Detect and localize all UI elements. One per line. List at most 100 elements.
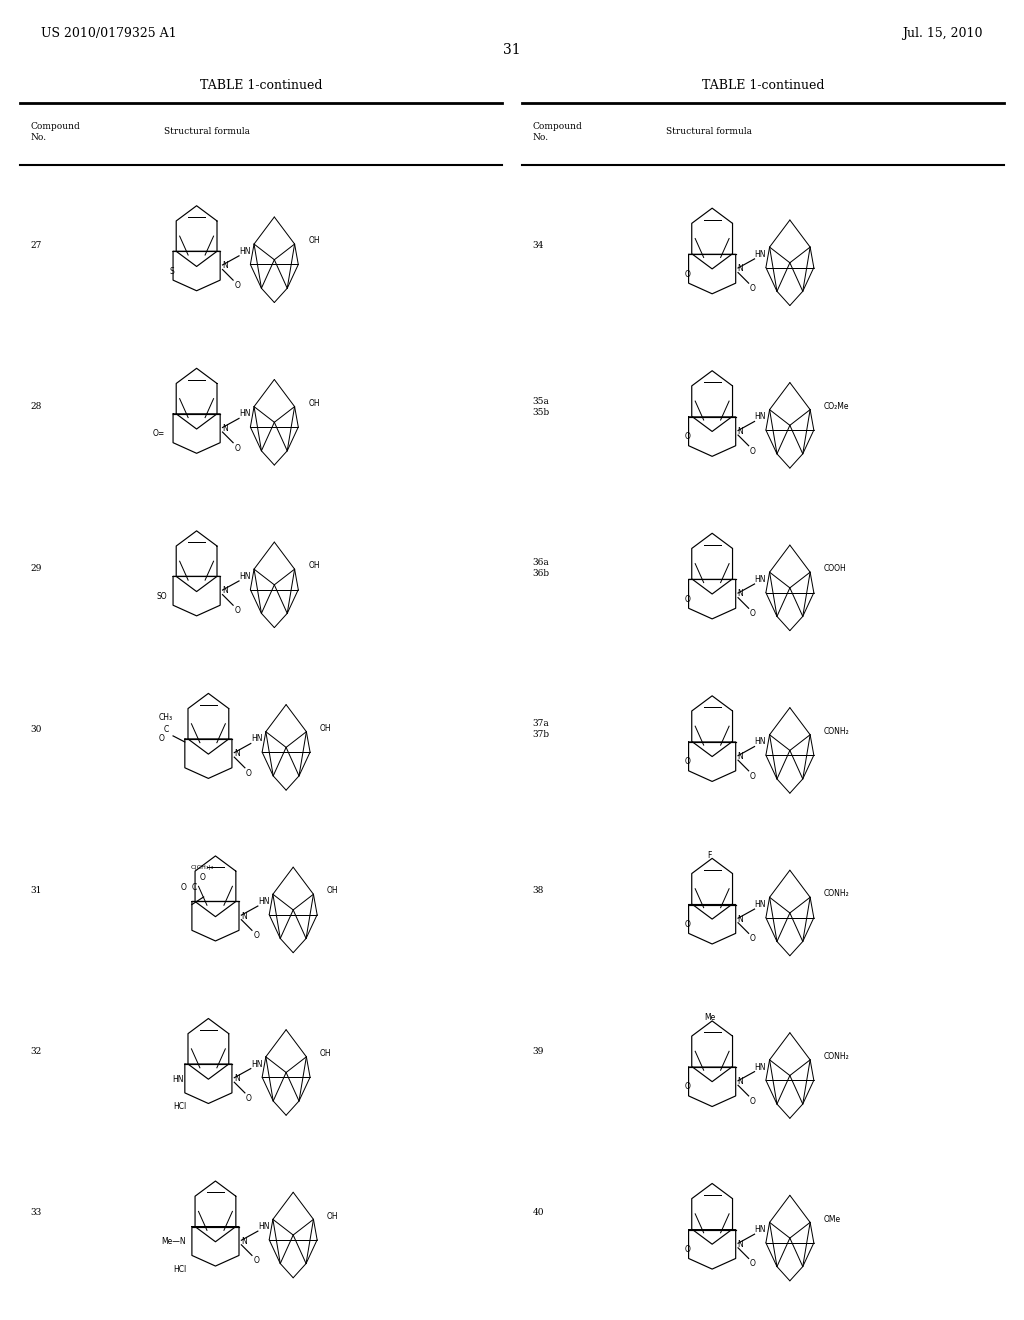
Text: HN: HN: [251, 734, 262, 743]
Text: HN: HN: [239, 247, 251, 256]
Text: OH: OH: [308, 399, 319, 408]
Text: OH: OH: [321, 723, 332, 733]
Text: N: N: [241, 1237, 247, 1246]
Text: HN: HN: [239, 572, 251, 581]
Text: N: N: [737, 1077, 743, 1086]
Text: O: O: [684, 1082, 690, 1092]
Text: N: N: [737, 590, 743, 598]
Text: F: F: [708, 851, 712, 859]
Text: N: N: [737, 752, 743, 762]
Text: 34: 34: [532, 242, 544, 249]
Text: O: O: [684, 269, 690, 279]
Text: N: N: [233, 1074, 240, 1084]
Text: N: N: [222, 424, 227, 433]
Text: Compound
No.: Compound No.: [31, 121, 81, 143]
Text: 33: 33: [31, 1209, 42, 1217]
Text: O: O: [246, 768, 252, 777]
Text: O: O: [684, 758, 690, 766]
Text: N: N: [737, 426, 743, 436]
Text: CONH₂: CONH₂: [823, 890, 850, 899]
Text: C(CH₃)₃: C(CH₃)₃: [190, 865, 214, 870]
Text: Structural formula: Structural formula: [666, 128, 752, 136]
Text: CH₃: CH₃: [159, 713, 173, 722]
Text: COOH: COOH: [823, 565, 847, 573]
Text: SO: SO: [157, 591, 167, 601]
Text: C: C: [164, 725, 169, 734]
Text: N: N: [241, 912, 247, 920]
Text: 32: 32: [31, 1047, 42, 1056]
Text: O: O: [234, 444, 241, 453]
Text: 30: 30: [31, 725, 42, 734]
Text: HN: HN: [755, 738, 766, 747]
Text: CONH₂: CONH₂: [823, 727, 850, 737]
Text: C: C: [191, 883, 197, 892]
Text: 39: 39: [532, 1047, 544, 1056]
Text: 40: 40: [532, 1209, 544, 1217]
Text: HN: HN: [755, 1225, 766, 1234]
Text: 29: 29: [31, 564, 42, 573]
Text: N: N: [222, 261, 227, 271]
Text: 36a
36b: 36a 36b: [532, 558, 550, 578]
Text: HN: HN: [258, 1222, 269, 1232]
Text: N: N: [222, 586, 227, 595]
Text: US 2010/0179325 A1: US 2010/0179325 A1: [41, 26, 176, 40]
Text: HN: HN: [755, 412, 766, 421]
Text: HCl: HCl: [173, 1102, 186, 1111]
Text: 28: 28: [31, 403, 42, 412]
Text: O: O: [684, 920, 690, 929]
Text: 31: 31: [31, 886, 42, 895]
Text: O: O: [159, 734, 164, 743]
Text: OMe: OMe: [823, 1214, 841, 1224]
Text: HCl: HCl: [173, 1265, 186, 1274]
Text: O: O: [750, 1097, 756, 1106]
Text: HN: HN: [755, 576, 766, 583]
Text: OH: OH: [308, 561, 319, 570]
Text: O: O: [180, 883, 186, 892]
Text: O: O: [253, 1257, 259, 1266]
Text: N: N: [737, 264, 743, 273]
Text: Jul. 15, 2010: Jul. 15, 2010: [902, 26, 983, 40]
Text: HN: HN: [755, 900, 766, 909]
Text: HN: HN: [755, 1063, 766, 1072]
Text: Compound
No.: Compound No.: [532, 121, 583, 143]
Text: O: O: [750, 772, 756, 780]
Text: O: O: [684, 432, 690, 441]
Text: O: O: [750, 610, 756, 618]
Text: N: N: [737, 1239, 743, 1249]
Text: O: O: [200, 874, 206, 882]
Text: CONH₂: CONH₂: [823, 1052, 850, 1061]
Text: O: O: [750, 284, 756, 293]
Text: HN: HN: [258, 898, 269, 906]
Text: OH: OH: [327, 887, 339, 895]
Text: CO₂Me: CO₂Me: [823, 401, 849, 411]
Text: Structural formula: Structural formula: [164, 128, 250, 136]
Text: O: O: [234, 281, 241, 290]
Text: O: O: [234, 606, 241, 615]
Text: TABLE 1-continued: TABLE 1-continued: [200, 79, 323, 92]
Text: 35a
35b: 35a 35b: [532, 397, 550, 417]
Text: O: O: [750, 1259, 756, 1269]
Text: O: O: [750, 935, 756, 944]
Text: O: O: [684, 594, 690, 603]
Text: O: O: [750, 446, 756, 455]
Text: S: S: [170, 267, 174, 276]
Text: OH: OH: [327, 1212, 339, 1221]
Text: HN: HN: [755, 249, 766, 259]
Text: 38: 38: [532, 886, 544, 895]
Text: O=: O=: [153, 429, 165, 438]
Text: O: O: [253, 932, 259, 940]
Text: 31: 31: [503, 44, 521, 57]
Text: HN: HN: [172, 1074, 183, 1084]
Text: 37a
37b: 37a 37b: [532, 719, 550, 739]
Text: TABLE 1-continued: TABLE 1-continued: [701, 79, 824, 92]
Text: Me: Me: [705, 1014, 716, 1023]
Text: HN: HN: [251, 1060, 262, 1068]
Text: Me—N: Me—N: [162, 1237, 186, 1246]
Text: O: O: [246, 1094, 252, 1102]
Text: O: O: [684, 1245, 690, 1254]
Text: OH: OH: [308, 236, 319, 246]
Text: OH: OH: [321, 1049, 332, 1057]
Text: N: N: [233, 748, 240, 758]
Text: 27: 27: [31, 242, 42, 249]
Text: HN: HN: [239, 409, 251, 418]
